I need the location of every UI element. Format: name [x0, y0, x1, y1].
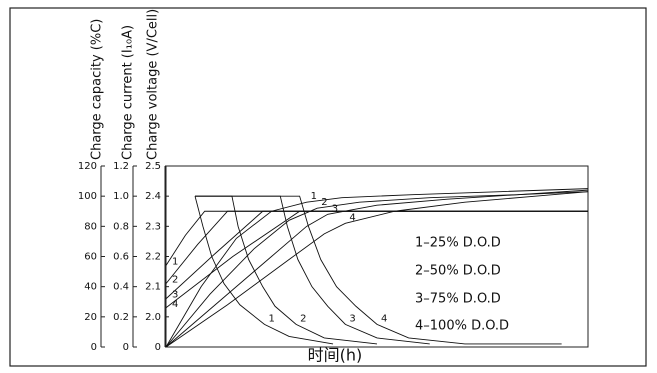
series-line	[165, 191, 589, 348]
series-line	[165, 210, 588, 309]
y-tick-label: 80	[84, 221, 97, 232]
annotation: 3–75% D.O.D	[415, 292, 501, 307]
series-line	[165, 189, 589, 348]
y2-tick-label: 1.2	[113, 161, 129, 172]
y2-tick-label: 0.2	[113, 312, 129, 323]
series-line	[165, 210, 588, 266]
y3-tick-label: 2.0	[145, 312, 161, 323]
y-tick-label: 0	[91, 342, 97, 353]
series-line	[194, 196, 334, 345]
frame	[9, 7, 647, 367]
curve-label: 3	[172, 290, 178, 301]
curve-label: 2	[321, 197, 327, 208]
series-line	[195, 195, 378, 345]
y-axis-title: Charge capacity (%C)	[90, 19, 105, 160]
curve-label: 1	[268, 313, 274, 324]
curve-label: 2	[300, 313, 306, 324]
curve-label: 4	[349, 212, 355, 223]
y2-tick-label: 0.4	[113, 282, 129, 293]
series-line	[165, 191, 589, 348]
plot-area	[165, 165, 589, 348]
y2-tick-label: 0.6	[113, 252, 129, 263]
annotation: 4–100% D.O.D	[415, 319, 509, 334]
y3-tick-label: 2.2	[145, 252, 161, 263]
curve-label: 3	[332, 203, 338, 214]
y2-axis-title: Charge current (I₁₀A)	[121, 25, 136, 160]
curve-label: 4	[381, 313, 387, 324]
y2-tick-label: 0.8	[113, 221, 129, 232]
series-line	[165, 188, 589, 348]
y3-tick-label: 2.5	[145, 161, 161, 172]
y2-tick-label: 0	[123, 342, 129, 353]
curve-label: 4	[172, 299, 178, 310]
series-line	[165, 210, 588, 300]
curve-label: 2	[172, 275, 178, 286]
y3-tick-label: 2.3	[145, 221, 161, 232]
y3-axis-title: Charge voltage (V/Cell)	[146, 9, 161, 160]
x-axis-title: 时间(h)	[308, 346, 363, 365]
annotation: 2–50% D.O.D	[415, 264, 501, 279]
curve-label: 1	[311, 191, 317, 202]
annotation: 1–25% D.O.D	[415, 236, 501, 251]
y-tick-label: 120	[78, 161, 97, 172]
curve-label: 1	[172, 257, 178, 268]
y-tick-label: 60	[84, 252, 97, 263]
y-tick-label: 100	[78, 191, 97, 202]
y3-tick-label: 0	[155, 342, 161, 353]
series-line	[195, 195, 562, 345]
series-line	[195, 195, 430, 345]
y-tick-label: 40	[84, 282, 97, 293]
curve-label: 3	[349, 313, 355, 324]
y3-tick-label: 2.1	[145, 282, 161, 293]
y2-tick-label: 1.0	[113, 191, 129, 202]
y-tick-label: 20	[84, 312, 97, 323]
y3-tick-label: 2.4	[145, 191, 161, 202]
